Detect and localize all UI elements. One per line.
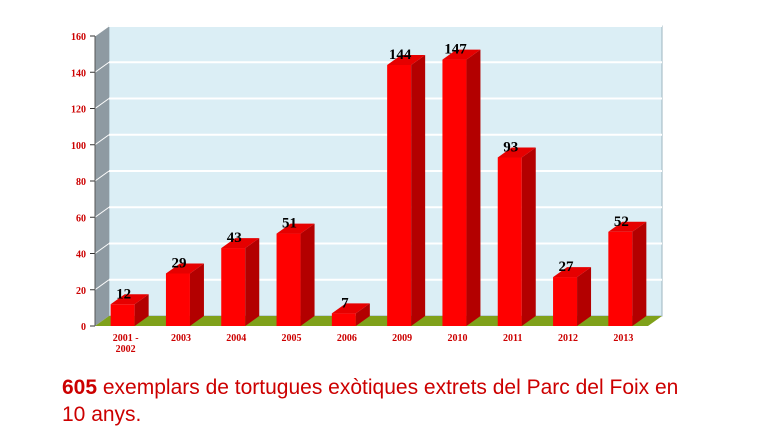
gridline-side — [94, 25, 110, 37]
x-tick-label-line: 2010 — [447, 333, 467, 344]
bar-top — [276, 223, 315, 234]
bar — [442, 59, 467, 326]
x-tick-label: 2012 — [558, 333, 578, 344]
gridline-side — [94, 98, 110, 109]
x-tick-label-line: 2004 — [226, 333, 246, 344]
x-tick-label-line: 2009 — [392, 333, 412, 344]
bar — [608, 231, 633, 326]
x-tick-label-line: 2001 - — [113, 333, 139, 344]
x-tick-label: 2003 — [171, 333, 191, 344]
x-tick-label-line: 2005 — [282, 333, 302, 344]
y-tick-label: 20 — [76, 286, 86, 297]
data-label: 43 — [227, 230, 242, 246]
bar — [165, 273, 190, 326]
x-tick-label-line: 2011 — [503, 333, 522, 344]
bar-side — [466, 49, 481, 326]
bar — [221, 248, 246, 326]
bar — [276, 233, 301, 326]
bar-side — [577, 267, 592, 326]
bar-side — [632, 221, 647, 326]
x-tick-label: 2001 -2002 — [113, 333, 139, 355]
data-label: 93 — [503, 139, 518, 155]
y-tick-label: 140 — [71, 68, 86, 79]
bar — [110, 304, 135, 326]
data-label: 7 — [341, 295, 349, 311]
y-tick-label: 80 — [76, 177, 86, 188]
bar-side — [134, 294, 149, 326]
y-tick-label: 40 — [76, 250, 86, 261]
bar-top — [608, 221, 647, 232]
x-tick-label: 2004 — [226, 333, 246, 344]
bar-top — [110, 294, 149, 305]
x-tick-label: 2006 — [337, 333, 357, 344]
bar-side — [411, 55, 426, 326]
data-label: 144 — [389, 47, 412, 63]
x-tick-label-line: 2002 — [116, 344, 136, 355]
data-label: 51 — [282, 216, 297, 232]
bar-top — [387, 55, 426, 65]
gridline-side — [94, 243, 110, 254]
bar — [331, 313, 356, 326]
y-tick-label: 60 — [76, 213, 86, 224]
x-tick-label: 2013 — [613, 333, 633, 344]
x-tick-label-line: 2006 — [337, 333, 357, 344]
data-label: 12 — [116, 286, 131, 302]
x-tick-label: 2009 — [392, 333, 412, 344]
x-tick-label: 2011 — [503, 333, 522, 344]
caption-text: exemplars de tortugues exòtiques extrets… — [62, 376, 679, 426]
gridline-side — [94, 170, 110, 182]
y-tick-label: 120 — [71, 105, 86, 116]
data-label: 27 — [559, 259, 575, 275]
gridline-side — [94, 206, 110, 218]
x-tick-label: 2005 — [282, 333, 302, 344]
bar — [387, 65, 412, 326]
bar-chart: 0 20 40 60 80 100 120 140 160 12 2001 -2002 29 2003 4… — [71, 25, 663, 355]
data-label: 52 — [614, 214, 629, 230]
bar-side — [521, 147, 536, 326]
bar-side — [245, 238, 260, 326]
bar — [497, 157, 522, 326]
bar-top — [165, 263, 204, 274]
gridline-side — [94, 134, 110, 146]
bar-top — [221, 238, 260, 249]
gridline-side — [94, 61, 110, 73]
bar-top — [331, 303, 370, 314]
bar-side — [300, 223, 315, 326]
bar-top — [497, 147, 536, 158]
y-tick-label: 160 — [71, 32, 86, 43]
x-tick-label: 2010 — [447, 333, 467, 344]
y-tick-label: 0 — [81, 322, 86, 333]
bar-top — [442, 49, 481, 60]
x-tick-label-line: 2013 — [613, 333, 633, 344]
caption-number: 605 — [62, 376, 98, 399]
bar — [553, 277, 578, 326]
data-label: 29 — [171, 255, 186, 271]
chart-caption: 605 exemplars de tortugues exòtiques ext… — [62, 374, 702, 428]
bar-side — [189, 263, 204, 326]
bar-side — [355, 303, 370, 326]
data-label: 147 — [444, 42, 467, 58]
gridline-side — [94, 279, 110, 291]
x-tick-label-line: 2003 — [171, 333, 191, 344]
y-tick-label: 100 — [71, 141, 86, 152]
bar-top — [553, 267, 592, 278]
x-tick-label-line: 2012 — [558, 333, 578, 344]
